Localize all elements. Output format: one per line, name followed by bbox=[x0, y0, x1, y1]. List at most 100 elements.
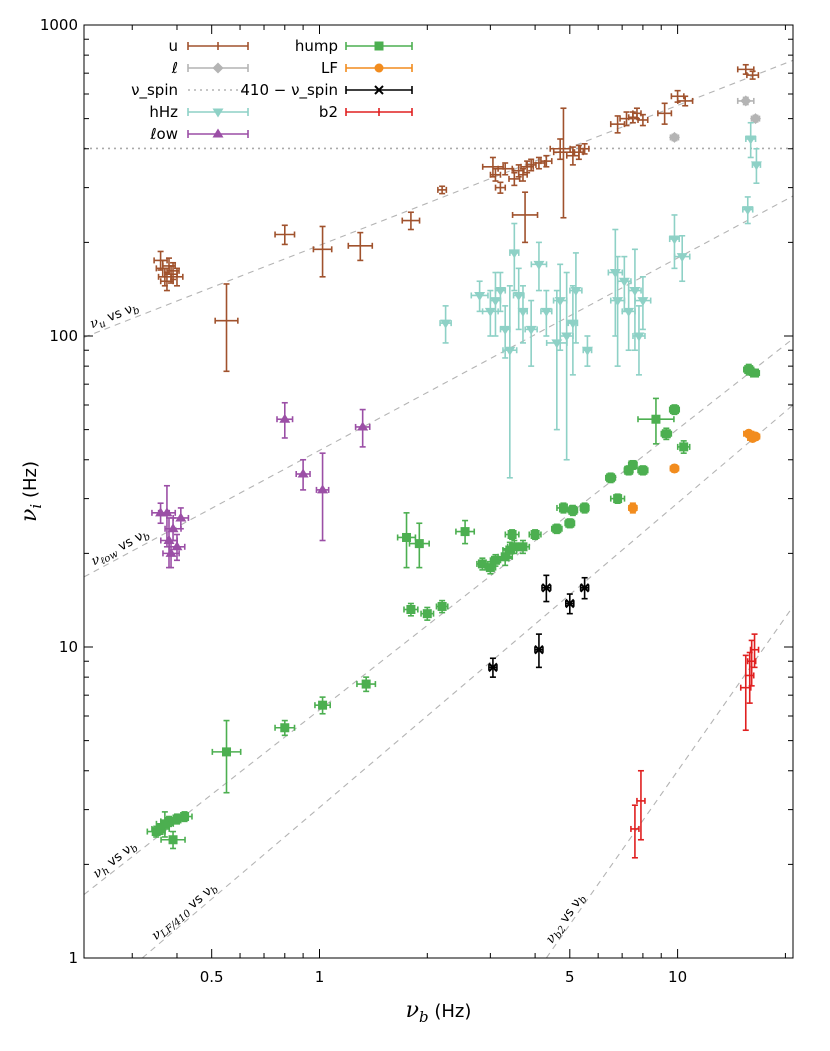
data-point-u bbox=[274, 224, 296, 246]
data-point-u bbox=[437, 185, 448, 195]
marker bbox=[554, 297, 566, 307]
legend-entry-sub: 410 − ν_spin bbox=[240, 81, 413, 100]
data-point-b2 bbox=[749, 633, 760, 669]
x-tick-label: 5 bbox=[565, 968, 575, 986]
y-tick-label: 1 bbox=[68, 949, 78, 967]
marker bbox=[507, 530, 517, 540]
data-point-low bbox=[315, 452, 330, 542]
legend-label: b2 bbox=[319, 103, 338, 121]
reference-lines bbox=[84, 59, 793, 958]
data-point-hHz bbox=[634, 276, 652, 331]
marker bbox=[406, 605, 416, 615]
error-bars bbox=[746, 70, 760, 80]
error-bars bbox=[607, 228, 624, 337]
series-u bbox=[153, 63, 760, 373]
marker bbox=[485, 563, 495, 573]
marker bbox=[474, 291, 486, 301]
marker bbox=[676, 253, 688, 263]
legend-entry-low: ℓow bbox=[149, 125, 249, 143]
y-tick-label: 100 bbox=[49, 327, 78, 345]
marker bbox=[212, 62, 224, 74]
error-bars bbox=[401, 211, 421, 231]
data-point-u bbox=[494, 181, 507, 194]
marker bbox=[422, 609, 432, 619]
error-bars bbox=[489, 167, 502, 182]
marker bbox=[637, 297, 649, 307]
x-tick-label: 1 bbox=[315, 968, 325, 986]
data-point-low bbox=[354, 408, 371, 448]
error-bars bbox=[312, 225, 333, 278]
marker bbox=[489, 297, 501, 307]
marker bbox=[165, 547, 177, 557]
marker bbox=[357, 421, 369, 431]
data-point-hump bbox=[605, 472, 617, 484]
data-point-hump bbox=[515, 539, 531, 555]
marker bbox=[477, 559, 487, 569]
legend-label: u bbox=[168, 37, 178, 55]
data-point-hHz bbox=[745, 121, 757, 159]
data-point-u bbox=[579, 142, 590, 155]
marker bbox=[612, 297, 624, 307]
data-point-hump bbox=[455, 519, 476, 545]
reference-line-label: νLF/410 vs νb bbox=[149, 880, 221, 945]
marker bbox=[374, 41, 384, 51]
data-point-hump bbox=[314, 696, 331, 715]
marker bbox=[579, 583, 590, 593]
error-bars bbox=[749, 633, 760, 669]
data-point-hHz bbox=[632, 305, 646, 376]
data-point-hump bbox=[567, 504, 579, 517]
error-bars bbox=[511, 191, 539, 244]
data-point-hump bbox=[489, 553, 502, 567]
data-point-hHz bbox=[581, 335, 593, 367]
data-point-hump bbox=[749, 368, 761, 378]
data-point-hHz bbox=[508, 222, 520, 292]
data-point-u bbox=[170, 267, 184, 287]
data-point-low bbox=[157, 484, 177, 548]
marker bbox=[623, 307, 635, 317]
marker bbox=[171, 541, 183, 551]
error-bars bbox=[579, 142, 590, 155]
marker bbox=[440, 319, 452, 329]
series-LF bbox=[627, 428, 761, 514]
series-sub bbox=[488, 574, 590, 678]
x-axis-label: νb (Hz) bbox=[406, 998, 472, 1026]
data-point-hHz bbox=[567, 285, 579, 376]
marker bbox=[661, 429, 671, 439]
reference-line-label: νh vs νb bbox=[90, 838, 140, 883]
error-bars bbox=[549, 138, 571, 161]
error-bars bbox=[508, 171, 521, 187]
marker bbox=[525, 325, 537, 335]
data-point-hump bbox=[609, 493, 626, 504]
legend-label: ℓ bbox=[171, 59, 178, 77]
data-point-sub bbox=[541, 574, 552, 603]
data-point-LF bbox=[750, 431, 761, 442]
data-point-LF bbox=[627, 502, 638, 514]
error-bars bbox=[170, 267, 184, 287]
data-point-low bbox=[164, 517, 182, 542]
x-tick-label: 10 bbox=[668, 968, 687, 986]
error-bars bbox=[565, 146, 580, 166]
error-bars bbox=[676, 95, 694, 107]
data-point-low bbox=[276, 401, 294, 439]
reference-line-label: νℓow vs νb bbox=[89, 526, 153, 571]
marker bbox=[618, 277, 630, 287]
legend-label: LF bbox=[321, 59, 338, 77]
marker bbox=[279, 413, 291, 423]
legend-entry-l: ℓ bbox=[171, 59, 249, 77]
data-point-l bbox=[668, 131, 680, 143]
legend-entry-spin: ν_spin bbox=[131, 81, 248, 100]
marker bbox=[494, 287, 506, 297]
data-point-hHz bbox=[750, 147, 762, 184]
data-point-low bbox=[295, 458, 311, 491]
data-point-u bbox=[552, 107, 574, 219]
marker bbox=[552, 524, 562, 534]
error-bars bbox=[494, 181, 507, 194]
data-point-u bbox=[632, 107, 642, 120]
marker bbox=[558, 503, 568, 513]
marker bbox=[513, 291, 525, 301]
marker bbox=[530, 530, 540, 540]
marker bbox=[156, 824, 166, 834]
data-point-hump bbox=[504, 529, 520, 541]
